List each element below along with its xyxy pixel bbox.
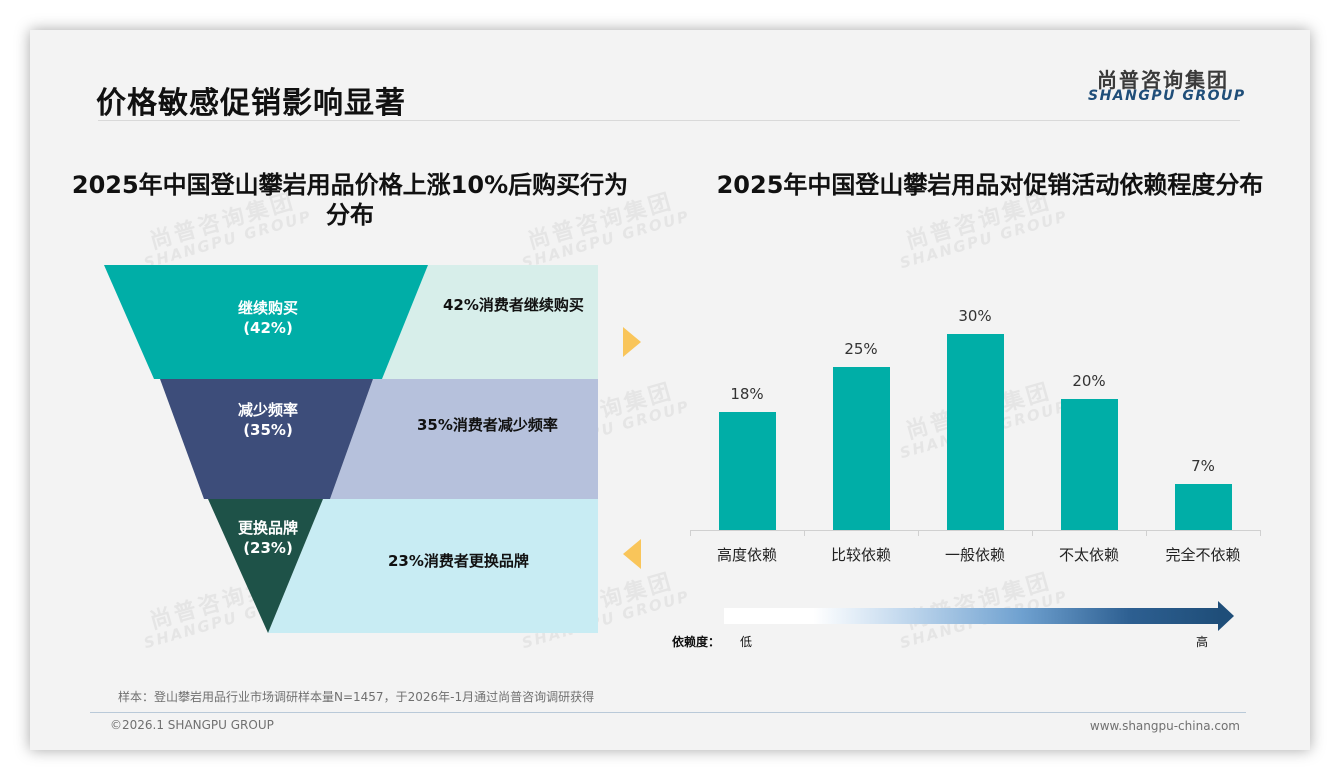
dependence-gradient-bar	[724, 608, 1220, 624]
slide: 尚普咨询集团 SHANGPU GROUP 尚普咨询集团 SHANGPU GROU…	[30, 30, 1310, 750]
x-axis-tick	[1260, 530, 1261, 536]
bar-chart-title: 2025年中国登山攀岩用品对促销活动依赖程度分布	[716, 171, 1264, 199]
funnel-segment-label: 减少频率 (35%)	[237, 401, 298, 439]
funnel-segment-label: 更换品牌 (23%)	[237, 519, 298, 557]
funnel-description: 23%消费者更换品牌	[388, 552, 529, 570]
funnel-panel-switch	[268, 499, 598, 633]
funnel-segment-continue	[104, 265, 428, 379]
bar-value-label: 25%	[844, 339, 878, 358]
logo-text-en: SHANGPU GROUP	[1088, 88, 1246, 104]
bar	[1060, 399, 1118, 530]
scale-low-label: 低	[740, 635, 753, 649]
funnel-segment-switch	[208, 499, 323, 633]
page-title: 价格敏感促销影响显著	[96, 86, 406, 121]
bar-value-label: 7%	[1191, 457, 1215, 476]
x-axis-line	[690, 530, 1260, 531]
scale-high-label: 高	[1196, 635, 1209, 649]
bar	[832, 366, 890, 530]
funnel-segment-reduce	[160, 379, 373, 499]
scale-label: 依赖度：	[672, 635, 721, 649]
x-axis-tick	[1032, 530, 1033, 536]
funnel-chart	[104, 265, 598, 633]
copyright-text: ©2026.1 SHANGPU GROUP	[110, 718, 274, 732]
funnel-panel-reduce	[330, 379, 598, 499]
sample-footnote: 样本：登山攀岩用品行业市场调研样本量N=1457，于2026年-1月通过尚普咨询…	[118, 690, 595, 704]
funnel-description: 35%消费者减少频率	[417, 416, 558, 434]
funnel-panel-continue	[382, 265, 598, 379]
funnel-chart-title: 2025年中国登山攀岩用品价格上涨10%后购买行为 分布	[71, 171, 629, 229]
funnel-description: 42%消费者继续购买	[443, 296, 584, 314]
bar-value-label: 20%	[1072, 372, 1106, 391]
logo-text-cn: 尚普咨询集团	[1097, 68, 1229, 92]
footer-divider	[90, 712, 1246, 713]
bar-value-label: 18%	[730, 385, 764, 404]
website-link[interactable]: www.shangpu-china.com	[1089, 719, 1240, 733]
category-label: 一般依赖	[944, 546, 1005, 564]
bar-value-label: 30%	[958, 307, 992, 326]
bar	[1174, 484, 1232, 530]
category-label: 高度依赖	[716, 546, 777, 564]
arrow-right-icon	[623, 327, 641, 357]
x-axis-tick	[690, 530, 691, 536]
funnel-segment-label: 继续购买 (42%)	[237, 299, 298, 337]
bar	[946, 334, 1004, 530]
bar-chart: 18% 高度依赖 25% 比较依赖 30% 一般依赖 20% 不太依赖 7% 完全不依赖	[690, 30, 1261, 750]
x-axis-tick	[804, 530, 805, 536]
arrow-head-icon	[1218, 601, 1234, 631]
category-label: 比较依赖	[830, 546, 891, 564]
title-divider	[98, 120, 1240, 121]
x-axis-tick	[1146, 530, 1147, 536]
category-label: 完全不依赖	[1165, 546, 1241, 564]
category-label: 不太依赖	[1058, 546, 1119, 564]
x-axis-tick	[918, 530, 919, 536]
arrow-left-icon	[623, 539, 641, 569]
bar	[718, 412, 776, 530]
